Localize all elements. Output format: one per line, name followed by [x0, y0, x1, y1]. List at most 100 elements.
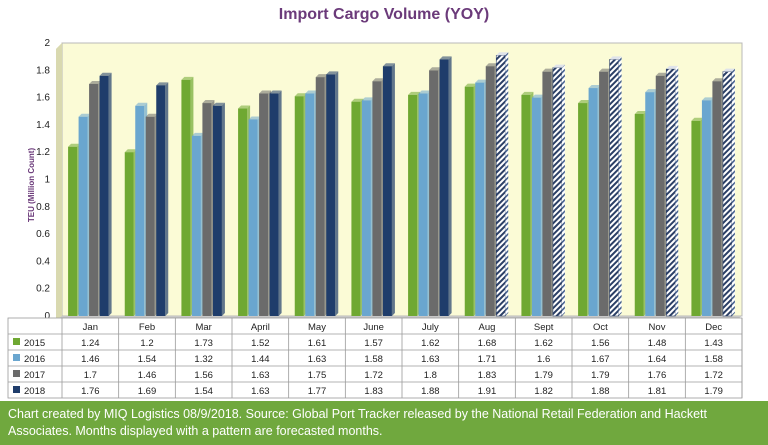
- bar-top: [361, 97, 374, 101]
- data-label: 1.83: [364, 386, 383, 397]
- bar: [655, 75, 665, 316]
- data-label: 1.6: [537, 354, 550, 365]
- bar: [701, 100, 711, 316]
- data-label: 1.63: [308, 354, 327, 365]
- bar-side: [278, 90, 282, 316]
- bar: [259, 93, 269, 316]
- bar-top: [609, 56, 622, 60]
- bar-top: [418, 90, 431, 94]
- bar: [68, 146, 78, 316]
- legend-label: 2018: [24, 386, 45, 397]
- bar-side: [618, 56, 622, 316]
- y-tick-label: 0.2: [36, 284, 50, 295]
- bar: [634, 113, 644, 316]
- data-label: 1.44: [251, 354, 270, 365]
- x-tick-label: Feb: [139, 322, 155, 333]
- bar: [722, 71, 733, 317]
- data-label: 1.83: [478, 370, 497, 381]
- bar-side: [165, 82, 169, 316]
- bar-top: [248, 116, 261, 120]
- data-label: 1.75: [308, 370, 327, 381]
- bar-top: [351, 98, 364, 102]
- y-tick-label: 1.8: [36, 65, 50, 76]
- bar-top: [496, 52, 509, 56]
- data-label: 1.46: [81, 354, 100, 365]
- bar-top: [68, 143, 81, 147]
- data-table: Jan Feb Mar April May June July Aug Sept Oct Nov De…: [7, 317, 743, 399]
- bar-side: [108, 72, 112, 316]
- data-label: 1.24: [81, 338, 100, 349]
- data-label: 1.32: [194, 354, 213, 365]
- x-tick-label: Mar: [195, 322, 211, 333]
- bar-top: [202, 100, 215, 104]
- bar-side: [731, 68, 735, 316]
- data-label: 1.43: [704, 338, 723, 349]
- data-label: 1.2: [140, 338, 153, 349]
- x-tick-label: April: [251, 322, 270, 333]
- x-tick-label: Jan: [83, 322, 98, 333]
- data-label: 1.69: [138, 386, 157, 397]
- bar-top: [382, 63, 395, 67]
- bar: [531, 97, 541, 316]
- bar: [495, 54, 506, 317]
- data-label: 1.79: [591, 370, 610, 381]
- bar-top: [712, 78, 725, 82]
- data-label: 1.63: [251, 370, 270, 381]
- bar: [145, 116, 155, 317]
- y-tick-label: 2: [44, 38, 50, 49]
- legend-label: 2016: [24, 354, 45, 365]
- legend-swatch: [13, 370, 20, 377]
- bar: [475, 82, 485, 317]
- legend-label: 2015: [24, 338, 45, 349]
- data-label: 1.81: [648, 386, 667, 397]
- x-tick-label: Aug: [479, 322, 496, 333]
- data-label: 1.56: [194, 370, 213, 381]
- y-axis: 0 0.2 0.4 0.6 0.8 1 1.2 1.4 1.6 1.8 2: [36, 38, 50, 322]
- bar: [464, 86, 474, 317]
- bar: [665, 68, 676, 317]
- bar-side: [675, 65, 679, 316]
- bar-top: [655, 72, 668, 76]
- bar: [294, 96, 304, 316]
- bar-top: [156, 82, 169, 86]
- data-label: 1.58: [704, 354, 723, 365]
- legend-swatch: [13, 338, 20, 345]
- data-label: 1.67: [591, 354, 610, 365]
- bar-top: [475, 79, 488, 83]
- bar: [599, 71, 609, 316]
- data-label: 1.58: [364, 354, 383, 365]
- data-label: 1.63: [421, 354, 440, 365]
- bar-top: [645, 89, 658, 93]
- bars: [68, 52, 735, 317]
- bar-side: [391, 63, 395, 316]
- bar-top: [464, 83, 477, 87]
- data-label: 1.72: [364, 370, 383, 381]
- bar-side: [448, 56, 452, 316]
- bar: [248, 119, 258, 316]
- bar-top: [294, 93, 307, 97]
- bar-top: [599, 68, 612, 72]
- x-tick-label: July: [422, 322, 439, 333]
- bar: [212, 105, 222, 316]
- bar: [181, 79, 191, 316]
- bar: [89, 83, 99, 316]
- x-tick-label: Dec: [705, 322, 722, 333]
- bar: [521, 94, 531, 317]
- bar-top: [259, 90, 272, 94]
- legend-swatch: [13, 354, 20, 361]
- bar-top: [135, 102, 148, 106]
- data-label: 1.56: [591, 338, 610, 349]
- bar-top: [305, 90, 318, 94]
- y-tick-label: 0.4: [36, 256, 50, 267]
- data-label: 1.91: [478, 386, 497, 397]
- bar: [99, 75, 109, 316]
- bar: [429, 70, 439, 316]
- data-label: 1.48: [648, 338, 667, 349]
- bar-top: [408, 91, 421, 95]
- bar: [361, 100, 371, 316]
- bar: [578, 103, 588, 316]
- bar-top: [588, 85, 601, 89]
- legend-swatch: [13, 386, 20, 393]
- x-tick-label: Nov: [649, 322, 666, 333]
- plot-background: [61, 42, 743, 317]
